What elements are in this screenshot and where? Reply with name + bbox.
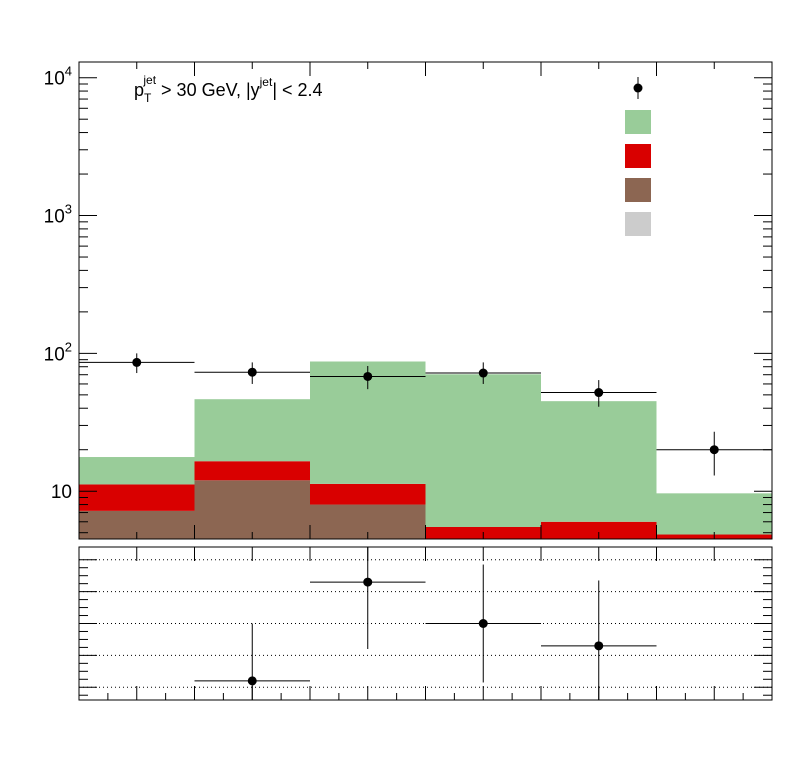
- legend-swatch-2: [625, 144, 651, 168]
- data-point-0: [132, 357, 142, 367]
- ratio-panel: [78, 546, 773, 701]
- stack-bar-nrb-1: [194, 480, 310, 539]
- ratio-point-3: [594, 641, 604, 651]
- stack-bar-zee-5: [656, 493, 772, 535]
- ratio-point-2: [478, 619, 488, 628]
- legend-swatch-1: [625, 110, 651, 134]
- stack-bar-vv-4: [541, 521, 657, 539]
- stack-bar-vv-0: [79, 484, 195, 511]
- data-point-4: [594, 388, 604, 398]
- cut-label: pTjet > 30 GeV, |yjet| < 2.4: [134, 73, 323, 105]
- data-point-2: [363, 371, 373, 381]
- legend-swatch-3: [625, 178, 651, 202]
- y-tick-label-main-1: 102: [44, 339, 72, 365]
- y-tick-label-main-2: 103: [44, 202, 72, 228]
- y-tick-label-main-0: 10: [51, 482, 72, 503]
- data-point-5: [709, 445, 719, 455]
- data-point-1: [247, 367, 257, 377]
- legend-swatch-4: [625, 212, 651, 236]
- stack-bar-zee-3: [425, 374, 541, 527]
- data-point-3: [478, 368, 488, 378]
- main-panel: 10 102 103 104 pTjet > 30 GeV, |yjet| < 2.4: [44, 61, 773, 540]
- ratio-point-0: [247, 676, 257, 686]
- stack-bar-vv-2: [310, 483, 426, 505]
- legend-marker-dot: [633, 83, 643, 93]
- stack-bar-vv-1: [194, 461, 310, 481]
- y-tick-label-main-3: 104: [44, 64, 72, 90]
- stack-bar-zee-0: [79, 457, 195, 485]
- stack-bar-zee-4: [541, 401, 657, 522]
- stack-bar-zee-1: [194, 399, 310, 462]
- ratio-point-1: [363, 577, 373, 587]
